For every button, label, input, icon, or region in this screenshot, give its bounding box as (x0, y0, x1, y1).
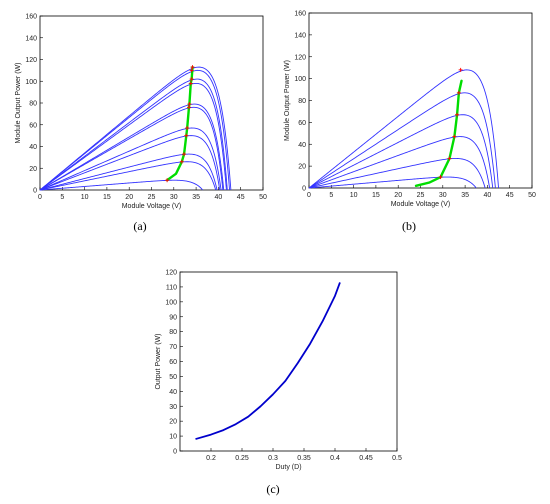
y-tick-label: 80 (29, 101, 37, 108)
y-axis-label: Output Power (W) (155, 333, 162, 389)
x-tick-label: 0.45 (359, 455, 373, 462)
x-axis-label: Module Voltage (V) (391, 201, 451, 208)
y-tick-label: 140 (25, 35, 37, 42)
y-tick-label: 20 (29, 166, 37, 173)
y-tick-label: 40 (298, 142, 306, 149)
chart-b: 0 5 10 15 20 25 30 35 40 45 50 0 20 40 60 80 100 120 140 16… (284, 11, 536, 209)
x-tick-label: 10 (81, 194, 89, 201)
pv-curve-line (39, 66, 232, 191)
mppt-tracking-path (414, 79, 463, 188)
pv-curve-line (39, 82, 227, 191)
y-tick-label: 60 (169, 359, 177, 366)
y-axis-label: Module Output Power (W) (284, 60, 291, 141)
x-tick-label: 0.4 (330, 455, 340, 462)
x-tick-label: 15 (103, 194, 111, 201)
y-tick-label: 40 (169, 389, 177, 396)
pv-curve-line (308, 69, 499, 189)
y-tick-label: 20 (169, 419, 177, 426)
x-tick-label: 50 (528, 192, 536, 199)
y-tick-label: 90 (169, 314, 177, 321)
x-tick-label: 50 (259, 194, 267, 201)
y-tick-label: 20 (298, 164, 306, 171)
x-tick-label: 15 (372, 192, 380, 199)
y-tick-label: 70 (169, 344, 177, 351)
x-tick-label: 20 (394, 192, 402, 199)
pv-curve-line (308, 136, 491, 189)
x-tick-label: 0.5 (392, 455, 402, 462)
x-tick-label: 0 (38, 194, 42, 201)
y-tick-label: 0 (302, 186, 306, 193)
pv-curve-line (39, 179, 204, 191)
y-tick-label: 120 (165, 270, 177, 277)
x-tick-label: 5 (60, 194, 64, 201)
caption-b: (b) (402, 219, 416, 233)
duty-power-line (195, 282, 341, 440)
x-tick-label: 25 (417, 192, 425, 199)
x-tick-label: 25 (148, 194, 156, 201)
y-tick-label: 60 (29, 122, 37, 129)
pv-curve-line (39, 161, 217, 191)
x-tick-label: 45 (506, 192, 514, 199)
x-tick-label: 20 (125, 194, 133, 201)
pv-curve-line (39, 103, 225, 191)
x-tick-label: 0.25 (235, 455, 249, 462)
pv-curve-line (308, 92, 496, 189)
x-tick-label: 30 (439, 192, 447, 199)
plot-frame (308, 12, 533, 189)
pv-curve-line (39, 106, 224, 191)
x-tick-label: 40 (484, 192, 492, 199)
caption-c: (c) (266, 482, 279, 496)
pv-curve-line (308, 176, 477, 189)
y-tick-label: 120 (25, 57, 37, 64)
y-tick-label: 110 (166, 284, 177, 291)
y-tick-label: 100 (294, 76, 306, 83)
y-tick-label: 0 (33, 188, 37, 195)
pv-curve-line (39, 153, 218, 191)
y-tick-label: 60 (298, 120, 306, 127)
x-tick-label: 0.35 (297, 455, 311, 462)
y-tick-label: 80 (298, 98, 306, 105)
y-axis-label: Module Output Power (W) (15, 63, 22, 144)
x-tick-label: 5 (329, 192, 333, 199)
chart-c: 0.2 0.25 0.3 0.35 0.4 0.45 0.5 0 10 20 30 40 50 60 70 8… (155, 270, 402, 472)
pv-curve-line (39, 127, 222, 191)
y-tick-label: 0 (173, 449, 177, 456)
x-tick-label: 0.3 (268, 455, 278, 462)
y-tick-label: 40 (29, 144, 37, 151)
caption-a: (a) (133, 219, 146, 233)
x-tick-label: 30 (170, 194, 178, 201)
plot-frame (39, 15, 264, 191)
pv-curve-line (39, 78, 228, 191)
pv-curve-line (308, 114, 494, 189)
x-tick-label: 0 (307, 192, 311, 199)
x-axis-label: Duty (D) (275, 464, 301, 471)
y-tick-label: 10 (169, 434, 177, 441)
pv-curve-line (39, 69, 230, 191)
y-tick-label: 50 (169, 374, 177, 381)
y-tick-label: 140 (294, 32, 306, 39)
plot-frame (179, 271, 398, 452)
y-tick-label: 30 (169, 404, 177, 411)
y-tick-label: 160 (294, 11, 306, 18)
x-tick-label: 35 (461, 192, 469, 199)
x-tick-label: 40 (215, 194, 223, 201)
y-tick-label: 120 (294, 54, 306, 61)
y-tick-label: 100 (25, 79, 37, 86)
chart-a: 0 5 10 15 20 25 30 35 40 45 50 0 20 40 60 80 100 120 140 16… (15, 14, 267, 211)
x-axis-label: Module Voltage (V) (122, 203, 182, 210)
x-tick-label: 0.2 (206, 455, 216, 462)
y-tick-label: 80 (169, 329, 177, 336)
y-tick-label: 160 (25, 14, 37, 21)
y-tick-label: 100 (165, 299, 177, 306)
pv-curve-line (39, 135, 221, 191)
pv-curve-line (308, 158, 486, 189)
x-tick-label: 35 (192, 194, 200, 201)
x-tick-label: 10 (350, 192, 358, 199)
x-tick-label: 45 (237, 194, 245, 201)
